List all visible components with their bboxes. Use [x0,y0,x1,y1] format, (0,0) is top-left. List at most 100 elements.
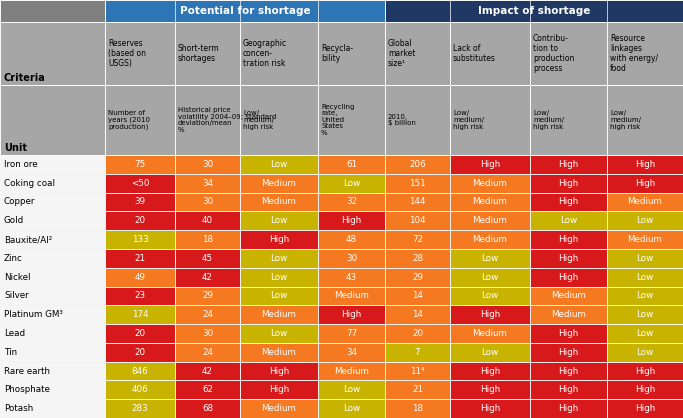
Text: Global
market
size¹: Global market size¹ [388,39,415,68]
Text: 23: 23 [135,291,145,301]
Text: Platinum GM³: Platinum GM³ [4,310,63,319]
Bar [385,85,450,155]
Bar [175,85,240,155]
Bar [450,249,530,268]
Text: Lack of
substitutes: Lack of substitutes [453,44,496,63]
Bar [240,286,318,305]
Bar [385,0,683,22]
Bar [450,324,530,343]
Bar [105,212,175,230]
Text: 29: 29 [202,291,213,301]
Text: 68: 68 [202,404,213,413]
Bar [450,174,530,193]
Text: High: High [342,310,361,319]
Text: Resource
linkages
with energy/
food: Resource linkages with energy/ food [610,34,658,73]
Text: High: High [480,160,500,169]
Bar [240,155,318,174]
Text: 283: 283 [132,404,148,413]
Text: 14: 14 [412,310,423,319]
Bar [318,362,385,380]
Bar [385,22,450,85]
Text: Low: Low [270,254,288,263]
Bar [385,212,450,230]
Bar [175,155,240,174]
Text: High: High [480,404,500,413]
Bar [607,343,683,362]
Text: Low/
medium/
high risk: Low/ medium/ high risk [243,110,274,130]
Text: 61: 61 [346,160,357,169]
Text: 144: 144 [409,197,426,206]
Bar [318,380,385,399]
Bar [530,22,607,85]
Text: Copper: Copper [4,197,36,206]
Bar [530,324,607,343]
Bar [318,22,385,85]
Bar [607,380,683,399]
Bar [0,155,105,174]
Text: High: High [559,404,579,413]
Bar [318,155,385,174]
Text: Medium: Medium [473,197,507,206]
Text: 34: 34 [346,348,357,357]
Bar [105,399,175,418]
Bar [0,0,105,22]
Bar [105,324,175,343]
Bar [240,380,318,399]
Text: Tin: Tin [4,348,17,357]
Text: Low: Low [270,273,288,282]
Text: 42: 42 [202,273,213,282]
Bar [105,362,175,380]
Text: Low: Low [343,385,360,394]
Text: High: High [480,310,500,319]
Bar [240,174,318,193]
Bar [0,399,105,418]
Text: High: High [635,160,655,169]
Bar [385,286,450,305]
Text: 104: 104 [409,216,426,225]
Bar [175,230,240,249]
Text: 77: 77 [346,329,357,338]
Text: Low: Low [482,254,499,263]
Bar [105,193,175,212]
Bar [240,212,318,230]
Text: Geographic
concen-
tration risk: Geographic concen- tration risk [243,39,287,68]
Bar [318,193,385,212]
Bar [318,324,385,343]
Text: Low: Low [637,348,654,357]
Bar [318,174,385,193]
Bar [105,305,175,324]
Text: 43: 43 [346,273,357,282]
Bar [175,268,240,286]
Text: 30: 30 [202,197,213,206]
Text: Low: Low [270,329,288,338]
Bar [175,305,240,324]
Bar [240,85,318,155]
Text: 133: 133 [132,235,148,244]
Bar [385,268,450,286]
Bar [385,343,450,362]
Bar [607,155,683,174]
Text: 20: 20 [135,216,145,225]
Bar [0,212,105,230]
Text: Medium: Medium [334,291,369,301]
Text: Low: Low [343,178,360,188]
Text: 28: 28 [412,254,423,263]
Text: Criteria: Criteria [4,73,46,83]
Bar [0,85,105,155]
Text: Medium: Medium [551,310,586,319]
Text: 62: 62 [202,385,213,394]
Text: Medium: Medium [473,216,507,225]
Bar [530,155,607,174]
Text: Impact of shortage: Impact of shortage [478,6,590,16]
Bar [240,22,318,85]
Text: Low: Low [637,216,654,225]
Text: Low: Low [637,310,654,319]
Text: High: High [480,385,500,394]
Bar [607,324,683,343]
Text: High: High [635,178,655,188]
Text: Unit: Unit [4,143,27,153]
Bar [530,399,607,418]
Text: High: High [269,367,289,375]
Text: Recycling
rate,
United
States
%: Recycling rate, United States % [321,104,354,136]
Bar [450,268,530,286]
